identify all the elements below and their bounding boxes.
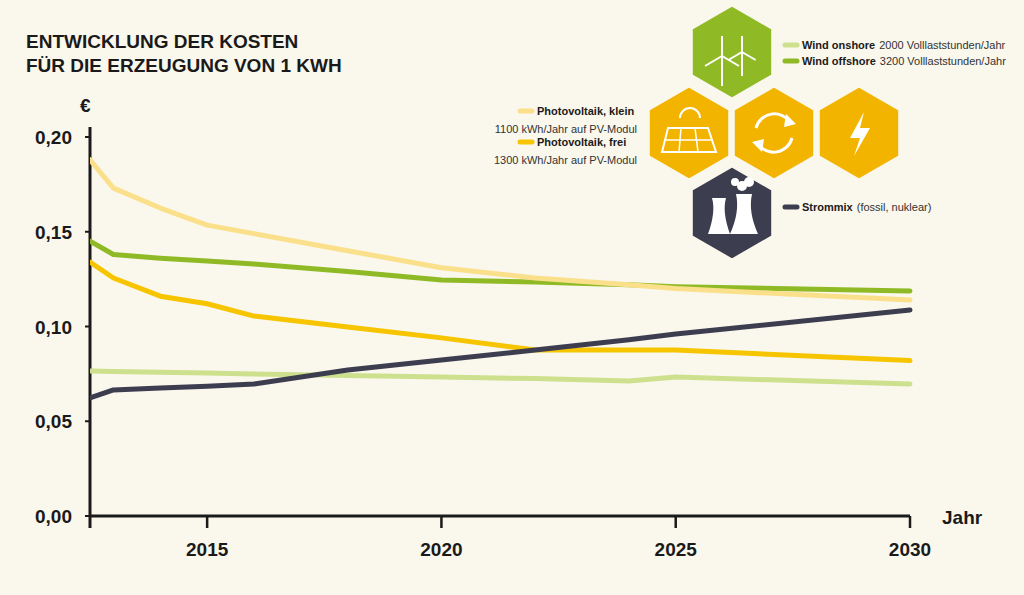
icon-smoke	[731, 178, 739, 186]
legend-label: Wind onshore	[802, 39, 875, 51]
legend-label: Photovoltaik, frei	[537, 136, 626, 148]
background	[0, 0, 1024, 595]
icon-smoke	[744, 177, 754, 187]
y-tick-label: 0,20	[35, 127, 72, 148]
legend-note: 2000 Volllaststunden/Jahr	[879, 39, 1005, 51]
legend-swatch	[785, 59, 797, 64]
icon-hexagon	[648, 86, 729, 180]
icon-plant	[708, 198, 730, 234]
legend-label: Photovoltaik, klein	[537, 105, 634, 117]
legend: Wind onshore 2000 Volllaststunden/JahrWin…	[494, 39, 1006, 213]
legend-label: Strommix	[802, 201, 854, 213]
icon-panel	[695, 128, 698, 152]
icon-panel	[662, 128, 716, 152]
icon-panel	[665, 139, 712, 141]
legend-swatch	[785, 43, 797, 48]
x-tick-label: 2020	[420, 539, 462, 560]
x-tick	[674, 516, 677, 528]
icon-turbine	[721, 36, 723, 56]
legend-label: Wind offshore	[802, 55, 876, 67]
title: FÜR DIE ERZEUGUNG VON 1 KWH	[26, 55, 342, 76]
series-line	[90, 262, 910, 361]
icon-turbine	[728, 52, 742, 60]
x-tick-label: 2030	[889, 539, 931, 560]
series-line	[90, 160, 910, 300]
plot-area	[90, 160, 910, 398]
icon-turbine	[705, 56, 722, 66]
x-axis-label: Jahr	[942, 507, 983, 528]
legend-note: 1300 kWh/Jahr auf PV-Modul	[494, 154, 637, 166]
x-tick-label: 2015	[186, 539, 229, 560]
y-tick-label: 0,05	[35, 411, 72, 432]
series-line	[90, 310, 910, 398]
x-tick	[206, 516, 209, 528]
y-axis-label: €	[80, 95, 91, 116]
icon-hexagon	[733, 86, 814, 180]
chart: ENTWICKLUNG DER KOSTEN FÜR DIE ERZEUGUNG …	[0, 0, 1024, 595]
icon-turbine	[721, 56, 723, 86]
series-line	[90, 371, 910, 384]
y-tick-label: 0,10	[35, 317, 72, 338]
icon-turbine	[741, 52, 743, 76]
icon-hexagon	[818, 86, 899, 180]
icon-turbine	[742, 52, 756, 60]
y-tick-label: 0,15	[35, 222, 72, 243]
icons	[648, 5, 899, 260]
icon-cycle	[784, 114, 796, 127]
y-axis	[89, 127, 92, 528]
series-line	[90, 241, 910, 291]
icon-turbine	[741, 36, 743, 52]
y-tick-label: 0,00	[35, 506, 72, 527]
icon-cycle	[752, 139, 764, 152]
legend-note: 3200 Volllaststunden/Jahr	[880, 55, 1006, 67]
x-axis	[90, 515, 910, 518]
legend-note: 1100 kWh/Jahr auf PV-Modul	[495, 123, 637, 135]
icon-panel	[679, 128, 681, 152]
x-tick	[440, 516, 443, 528]
legend-swatch	[785, 205, 797, 210]
legend-swatch	[520, 109, 532, 114]
icon-turbine	[722, 56, 739, 66]
icon-hexagon	[691, 166, 772, 260]
x-tick	[909, 516, 912, 528]
legend-swatch	[520, 140, 532, 145]
title: ENTWICKLUNG DER KOSTEN	[26, 31, 298, 52]
icon-sun	[680, 108, 700, 118]
legend-note: (fossil, nuklear)	[857, 201, 932, 213]
icon-lightning	[850, 112, 870, 156]
x-tick-label: 2025	[655, 539, 698, 560]
icon-plant	[730, 194, 758, 234]
icon-hexagon	[691, 5, 772, 99]
